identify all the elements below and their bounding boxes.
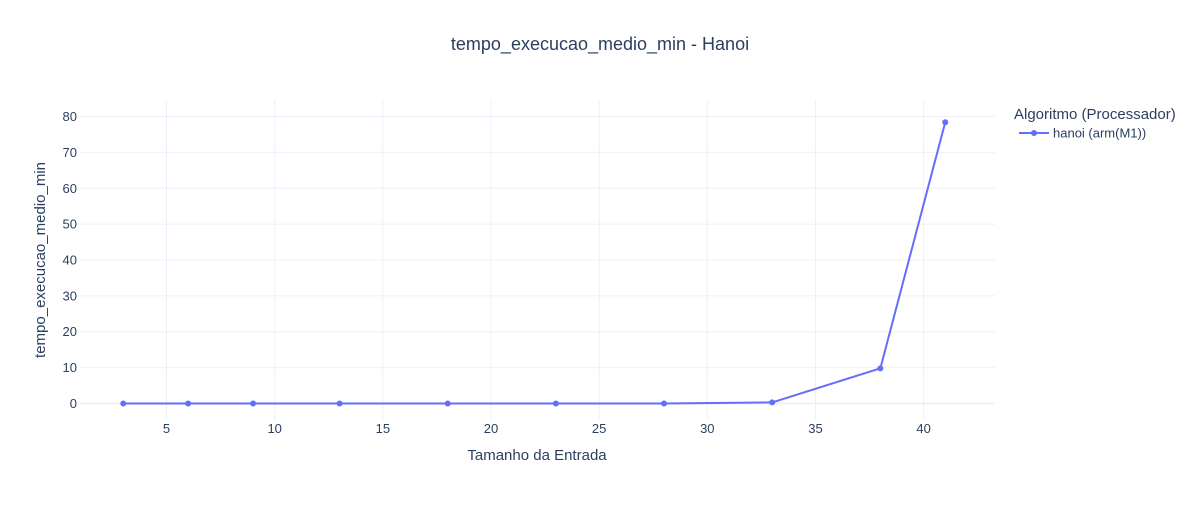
data-point[interactable] <box>552 400 559 407</box>
y-tick-label: 40 <box>63 253 77 268</box>
legend: Algoritmo (Processador) hanoi (arm(M1)) <box>1014 106 1176 141</box>
series-line <box>123 121 947 405</box>
data-point[interactable] <box>661 400 668 407</box>
data-point[interactable] <box>120 400 127 407</box>
data-point[interactable] <box>250 400 257 407</box>
y-tick-label: 80 <box>63 109 77 124</box>
x-axis-title: Tamanho da Entrada <box>467 447 607 464</box>
x-tick-label: 35 <box>808 421 822 436</box>
x-tick-label: 15 <box>376 421 390 436</box>
x-tick-label: 20 <box>484 421 498 436</box>
y-tick-label: 70 <box>63 145 77 160</box>
y-axis-title: tempo_execucao_medio_min <box>32 162 49 358</box>
legend-label[interactable]: hanoi (arm(M1)) <box>1053 126 1146 141</box>
y-tick-label: 30 <box>63 288 77 303</box>
data-point[interactable] <box>769 399 776 406</box>
data-point[interactable] <box>336 400 343 407</box>
data-point[interactable] <box>185 400 192 407</box>
x-tick-label: 5 <box>163 421 170 436</box>
chart-title: tempo_execucao_medio_min - Hanoi <box>451 34 749 55</box>
y-tick-label: 0 <box>70 396 77 411</box>
series-layer <box>120 119 949 407</box>
x-tick-label: 30 <box>700 421 714 436</box>
legend-title: Algoritmo (Processador) <box>1014 106 1176 123</box>
data-point[interactable] <box>942 119 949 126</box>
x-tick-label: 10 <box>267 421 281 436</box>
data-point[interactable] <box>877 365 884 372</box>
legend-items: hanoi (arm(M1)) <box>1019 126 1146 141</box>
x-tick-label: 25 <box>592 421 606 436</box>
y-tick-label: 50 <box>63 217 77 232</box>
legend-swatch-marker <box>1031 130 1037 136</box>
data-point[interactable] <box>444 400 451 407</box>
x-tick-label: 40 <box>916 421 930 436</box>
y-tick-label: 10 <box>63 360 77 375</box>
y-tick-label: 20 <box>63 324 77 339</box>
tick-layer: 5 10 15 20 25 30 35 40 0 10 20 30 40 50 60 70 80 <box>63 109 931 436</box>
y-tick-label: 60 <box>63 181 77 196</box>
